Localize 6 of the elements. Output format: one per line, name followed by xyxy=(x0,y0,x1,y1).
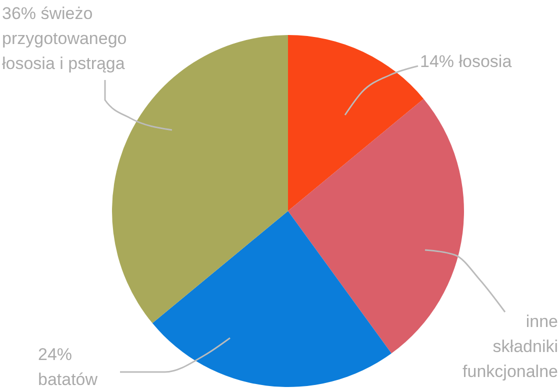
slice-label: 36% świeżo przygotowanego łososia i pstrąga xyxy=(2,4,127,73)
pie-slice xyxy=(288,98,464,354)
slice-label: 24% batatów xyxy=(38,345,98,389)
pie-slice xyxy=(152,211,392,387)
slice-label: inne składniki funkcjonalne xyxy=(462,312,558,381)
slice-label: 14% łososia xyxy=(420,52,512,71)
